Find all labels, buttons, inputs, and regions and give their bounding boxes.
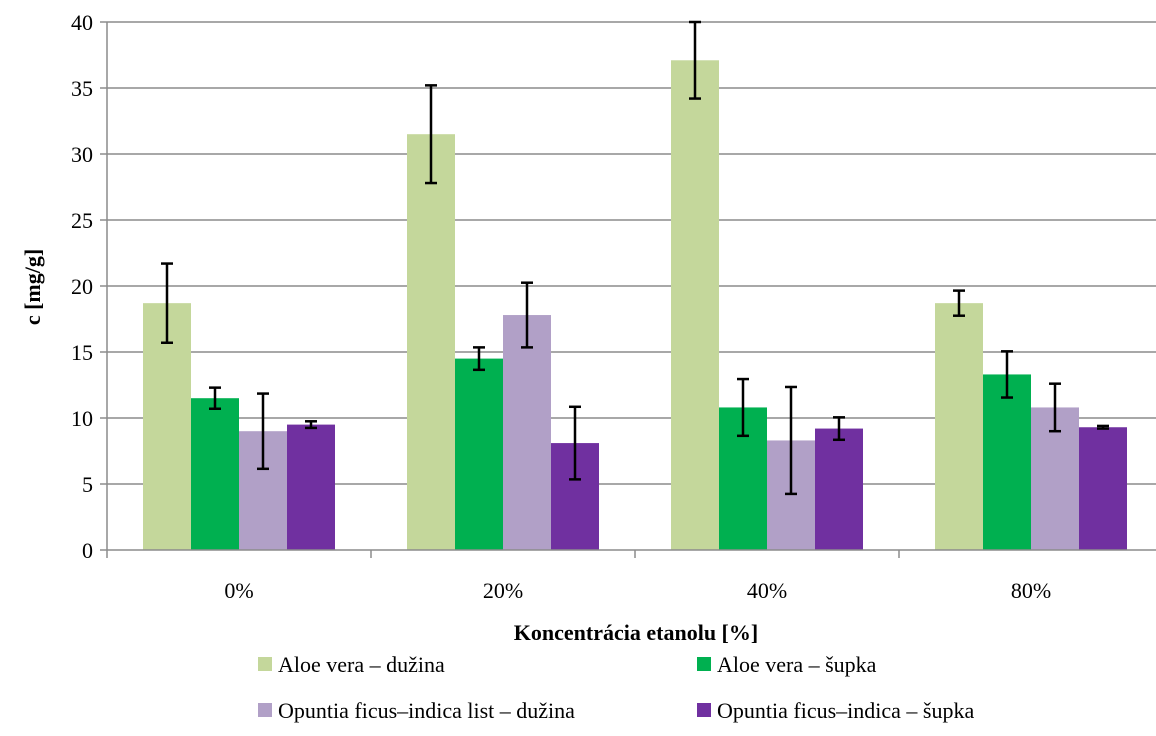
x-tick-label: 40% [747, 578, 787, 603]
axes [100, 21, 1156, 558]
y-tick-label: 10 [71, 406, 93, 431]
legend-label: Aloe vera – dužina [278, 652, 445, 677]
bar [935, 303, 983, 550]
legend-swatch [258, 703, 272, 717]
y-axis-title: c [mg/g] [20, 249, 45, 325]
bar [1079, 427, 1127, 550]
bar [815, 428, 863, 550]
bar [407, 134, 455, 550]
y-tick-label: 30 [71, 142, 93, 167]
y-tick-label: 5 [82, 472, 93, 497]
bar [455, 358, 503, 550]
legend-swatch [697, 703, 711, 717]
y-tick-label: 20 [71, 274, 93, 299]
x-tick-label: 80% [1011, 578, 1051, 603]
legend-label: Aloe vera – šupka [717, 652, 877, 677]
bar [143, 303, 191, 550]
legend-label: Opuntia ficus–indica list – dužina [278, 698, 575, 723]
legend: Aloe vera – dužina Aloe vera – šupka Opunt… [258, 652, 974, 723]
error-bars [161, 20, 1109, 496]
bar [503, 315, 551, 550]
tick-labels: 0 5 10 15 20 25 30 35 40 0% 20% 40% 80% [71, 10, 1051, 603]
legend-label: Opuntia ficus–indica – šupka [717, 698, 974, 723]
bar [191, 398, 239, 550]
y-tick-label: 35 [71, 76, 93, 101]
legend-swatch [258, 657, 272, 671]
gridlines [107, 21, 1156, 485]
y-tick-label: 0 [82, 538, 93, 563]
legend-swatch [697, 657, 711, 671]
bar [983, 374, 1031, 550]
y-tick-label: 15 [71, 340, 93, 365]
bar [287, 424, 335, 550]
bars [143, 60, 1127, 550]
bar [671, 60, 719, 550]
y-tick-label: 25 [71, 208, 93, 233]
y-tick-label: 40 [71, 10, 93, 35]
x-axis-title: Koncentrácia etanolu [%] [514, 620, 758, 645]
x-tick-label: 0% [224, 578, 253, 603]
x-tick-label: 20% [483, 578, 523, 603]
